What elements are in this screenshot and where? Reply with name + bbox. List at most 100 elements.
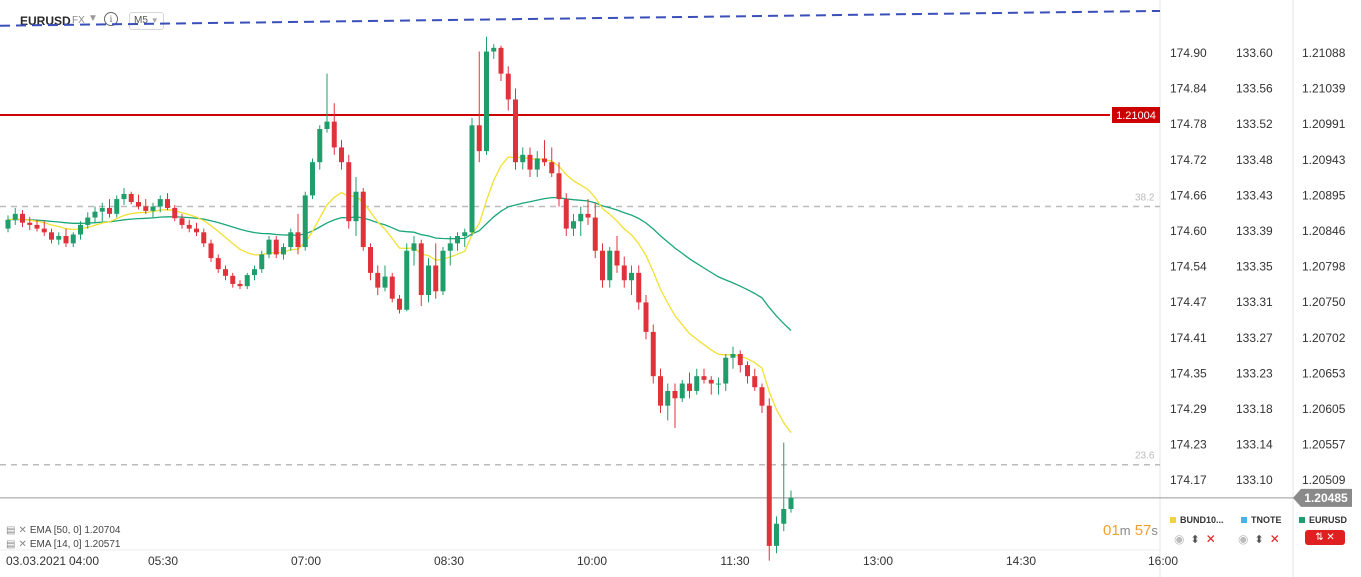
timeframe-value: M5 [134, 15, 148, 26]
candle-body [85, 217, 91, 225]
reorder-icon[interactable]: ⬍ [1254, 534, 1264, 546]
candle-body [716, 383, 721, 385]
candle-body [63, 235, 69, 244]
y-tick-label: 133.18 [1236, 402, 1273, 416]
candle-body [781, 508, 787, 524]
y-tick-label: 133.35 [1236, 260, 1273, 274]
y-tick-label: 174.29 [1170, 402, 1207, 416]
overlay-tnote-controls: ◉ ⬍ ✕ [1238, 532, 1280, 546]
info-icon[interactable]: i [104, 12, 118, 26]
candle-body [534, 158, 540, 170]
y-tick-label: 1.20846 [1302, 224, 1346, 238]
candle-body [745, 365, 750, 377]
chevron-down-icon[interactable]: ▼ [88, 13, 98, 24]
candle-body [418, 243, 424, 296]
candle-body [310, 162, 315, 196]
close-icon[interactable]: ✕ [1326, 532, 1335, 543]
candle-body [346, 162, 352, 222]
fib-level-label: 38.2 [1135, 192, 1155, 203]
eye-icon[interactable]: ◉ [1174, 532, 1185, 546]
color-swatch [1299, 517, 1305, 523]
settings-icon[interactable]: ▤ [6, 525, 16, 536]
candle-body [643, 302, 649, 332]
current-price-tag-text: 1.20485 [1304, 491, 1348, 505]
candle-body [353, 191, 359, 222]
x-tick-label: 13:00 [863, 554, 893, 568]
candle-body [208, 243, 214, 259]
candle-body [629, 272, 634, 281]
x-tick-label: 11:30 [720, 554, 749, 568]
candle-body [41, 228, 47, 233]
ema14-legend-text: EMA [14, 0] 1.20571 [29, 539, 121, 550]
candle-body [157, 199, 163, 207]
candle-body [78, 224, 83, 235]
price-level-tag [1112, 106, 1160, 123]
candle-body [281, 247, 286, 255]
candle-body [128, 193, 134, 203]
candle-body [237, 283, 243, 287]
candle-body [397, 298, 402, 310]
timer-seconds: 57 [1134, 522, 1152, 539]
timer-minutes: 01 [1103, 522, 1120, 539]
ema50-legend[interactable]: ▤ ✕ EMA [50, 0] 1.20704 [6, 525, 120, 536]
close-icon[interactable]: ✕ [1205, 532, 1216, 546]
ema14-line [7, 156, 792, 434]
ema50-line [7, 196, 792, 331]
y-tick-label: 1.20653 [1302, 366, 1346, 380]
timeframe-select[interactable]: M5 ▼ [129, 12, 164, 30]
close-icon[interactable]: ✕ [18, 539, 27, 550]
y-tick-label: 133.56 [1236, 82, 1273, 96]
candle-body [491, 47, 497, 52]
candle-body [694, 376, 700, 391]
close-icon[interactable]: ✕ [1269, 532, 1280, 546]
candle-body [375, 272, 381, 288]
y-tick-label: 133.60 [1236, 46, 1273, 60]
candle-body [339, 147, 344, 163]
candle-body [600, 250, 605, 281]
y-tick-label: 1.20943 [1302, 153, 1346, 167]
y-tick-label: 133.52 [1236, 117, 1273, 131]
candle-body [143, 206, 149, 211]
candle-body [179, 218, 185, 225]
reorder-icon[interactable]: ⬍ [1190, 534, 1200, 546]
y-tick-label: 133.48 [1236, 153, 1273, 167]
y-tick-label: 174.66 [1170, 188, 1207, 202]
candle-body [723, 357, 729, 384]
candle-body [658, 376, 663, 406]
x-tick-label: 14:30 [1006, 554, 1036, 568]
overlay-eurusd[interactable]: EURUSD [1299, 515, 1347, 525]
y-tick-label: 1.20509 [1302, 473, 1346, 487]
settings-icon[interactable]: ▤ [6, 539, 16, 550]
adjust-icon[interactable]: ⇅ [1315, 532, 1324, 543]
overlay-tnote[interactable]: TNOTE [1241, 515, 1282, 525]
candle-body [433, 265, 439, 292]
candle-body [324, 121, 330, 129]
candle-body [266, 239, 272, 255]
candle-body [498, 47, 504, 74]
candle-body [614, 250, 620, 266]
overlay-bund10[interactable]: BUND10... [1170, 515, 1224, 525]
candle-body [186, 224, 192, 229]
candle-body [563, 199, 569, 229]
candle-body [737, 354, 743, 366]
candle-body [288, 232, 294, 248]
candle-body [650, 331, 656, 377]
y-tick-label: 1.20702 [1302, 331, 1346, 345]
fib-level-label: 23.6 [1135, 451, 1155, 462]
overlay-eurusd-controls[interactable]: ⇅ ✕ [1305, 530, 1345, 545]
candle-body [360, 191, 366, 248]
candle-body [774, 523, 779, 546]
y-tick-label: 133.27 [1236, 331, 1273, 345]
y-tick-label: 1.20557 [1302, 438, 1346, 452]
close-icon[interactable]: ✕ [18, 525, 27, 536]
candle-body [99, 207, 105, 212]
eye-icon[interactable]: ◉ [1238, 532, 1249, 546]
candle-body [34, 224, 40, 229]
ema14-legend[interactable]: ▤ ✕ EMA [14, 0] 1.20571 [6, 539, 120, 550]
candle-body [150, 206, 156, 211]
candle-body [455, 235, 460, 244]
candle-body [244, 275, 250, 287]
candle-body [447, 243, 453, 251]
candle-body [687, 383, 692, 391]
